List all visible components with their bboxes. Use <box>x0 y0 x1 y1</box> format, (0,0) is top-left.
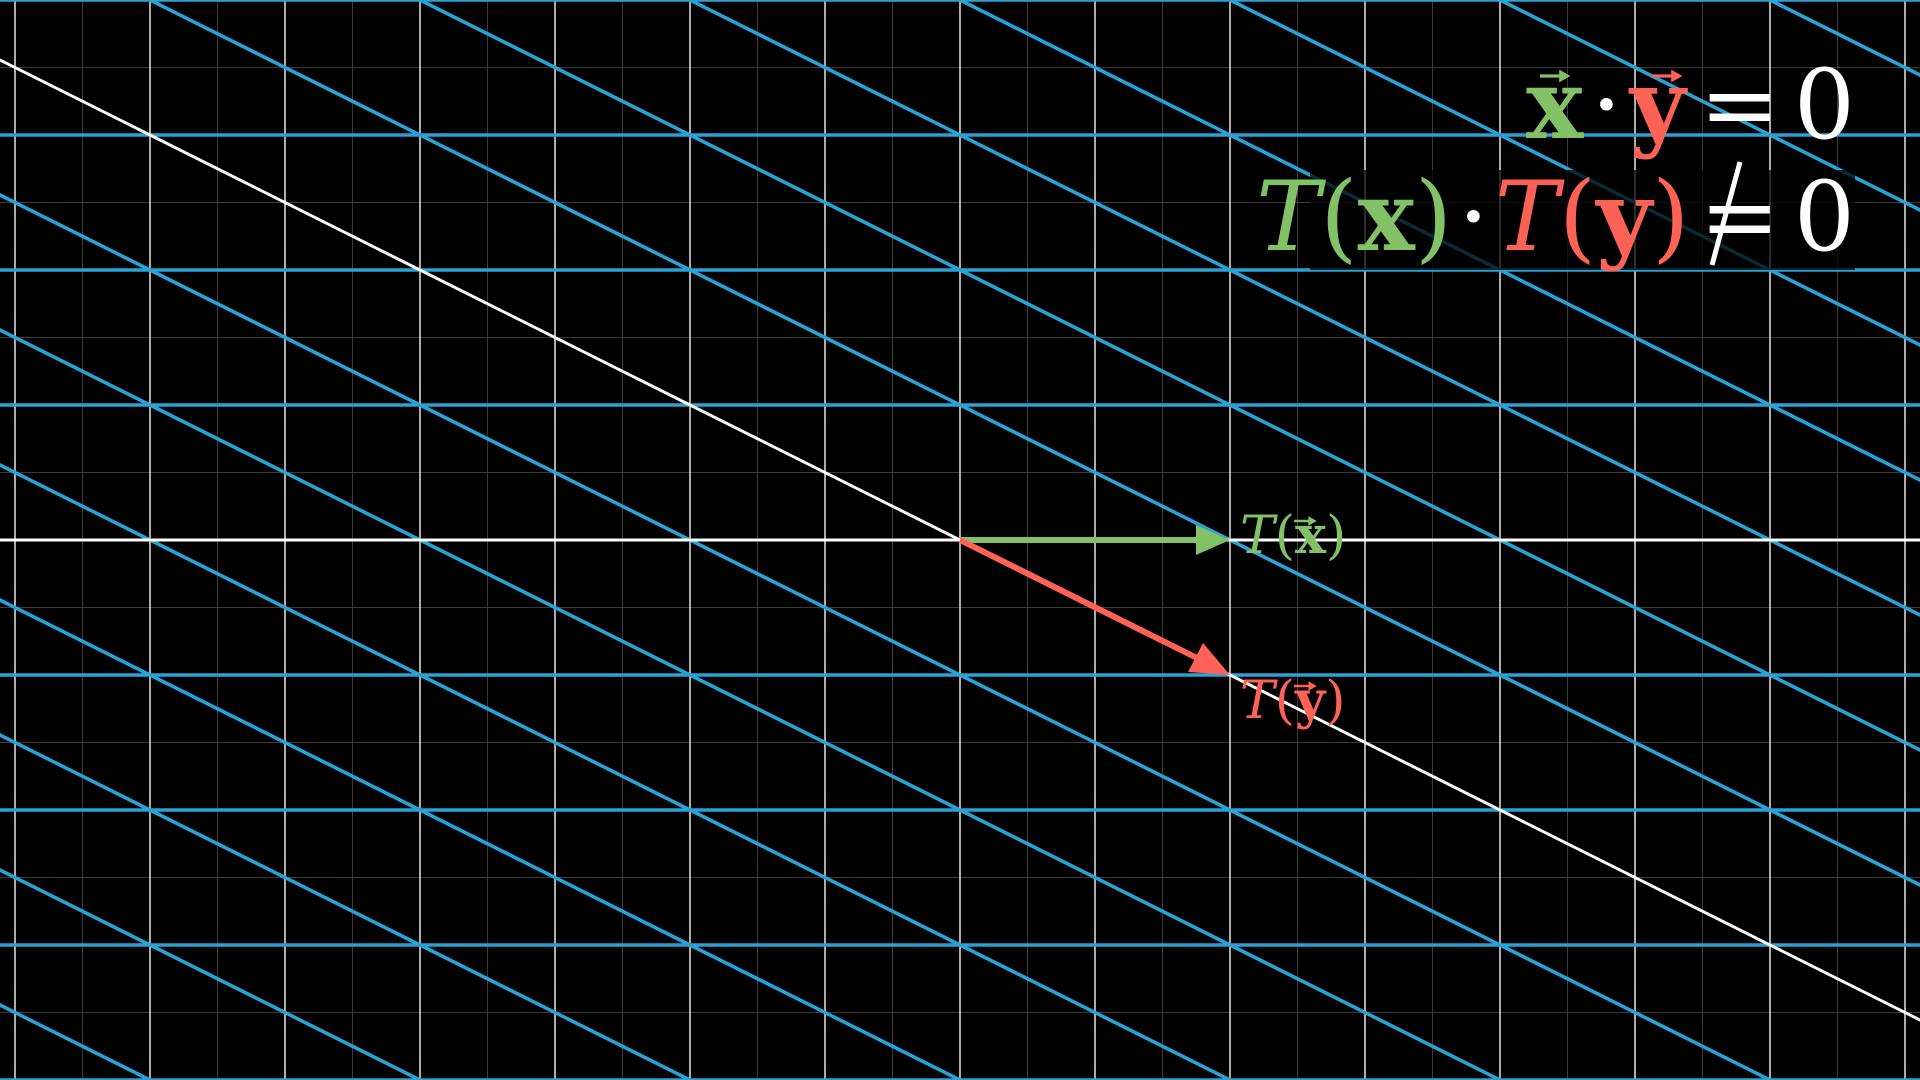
eq1-equals: = <box>1699 49 1779 161</box>
svg-text:T(x): T(x) <box>1240 505 1346 566</box>
eq2-rparen-y: ) <box>1652 161 1689 273</box>
svg-text:T(x)·T(y)=0: T(x)·T(y) = 0 <box>1256 160 1855 273</box>
eq1-y: y <box>1628 48 1689 161</box>
eq2-x: x <box>1358 160 1416 273</box>
eq2-lparen-x: ( <box>1320 161 1357 273</box>
label-tx: T(x) <box>1240 505 1346 566</box>
vector-tx <box>960 525 1230 555</box>
label-ty-func: T <box>1240 671 1278 731</box>
eq1-x: x <box>1526 48 1584 161</box>
eq2-rhs: 0 <box>1794 161 1855 273</box>
eq1-dot: · <box>1591 49 1622 161</box>
equation-backdrop <box>1310 170 1855 270</box>
svg-text:T(y): T(y) <box>1240 670 1346 731</box>
eq2-not-equal: = <box>1699 161 1779 273</box>
label-tx-func: T <box>1240 506 1278 566</box>
vector-tx-arrowhead <box>1196 525 1230 555</box>
label-ty-lparen: ( <box>1275 671 1295 731</box>
vector-ty-arrowhead <box>1188 643 1230 675</box>
vector-ty-shaft <box>958 537 1205 664</box>
equation-line-2: T(x)·T(y) = 0 <box>1256 160 1855 273</box>
eq2-func-y: T <box>1495 161 1565 273</box>
equation-line-1: x·y = 0 <box>1526 48 1855 161</box>
eq2-lparen-y: ( <box>1559 161 1596 273</box>
label-tx-arg: x <box>1295 505 1327 566</box>
eq2-dot: · <box>1458 161 1489 273</box>
vector-ty <box>958 537 1230 675</box>
label-ty-arg: y <box>1294 670 1327 731</box>
eq1-rhs: 0 <box>1794 49 1855 161</box>
label-ty-rparen: ) <box>1325 671 1345 731</box>
not-equal-slash <box>1709 161 1743 266</box>
label-tx-lparen: ( <box>1275 506 1295 566</box>
eq2-rparen-x: ) <box>1415 161 1452 273</box>
label-tx-rparen: ) <box>1326 506 1346 566</box>
eq2-y: y <box>1594 160 1655 273</box>
label-ty: T(y) <box>1240 670 1346 731</box>
svg-text:x·y=0: x·y = 0 <box>1526 48 1855 161</box>
eq2-func-x: T <box>1256 161 1326 273</box>
